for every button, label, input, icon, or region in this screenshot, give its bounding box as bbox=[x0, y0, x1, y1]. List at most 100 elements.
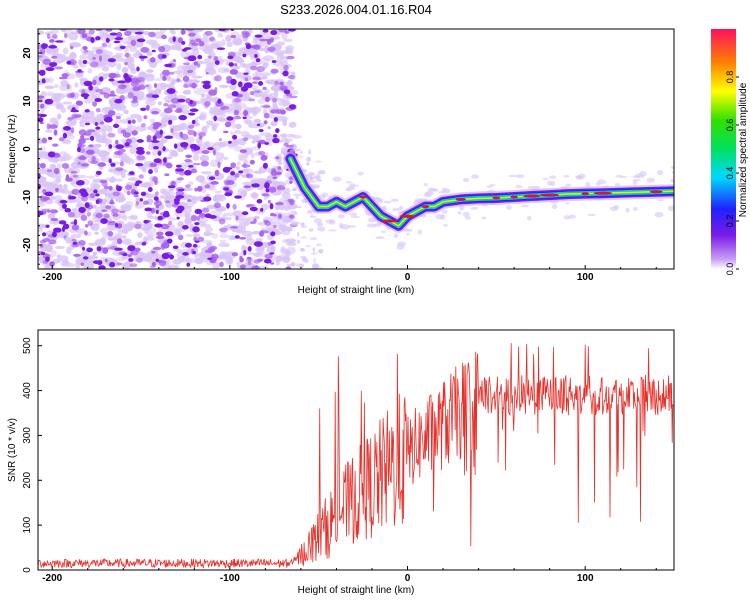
trace-peak bbox=[510, 195, 518, 199]
noise-blob bbox=[281, 87, 287, 91]
noise-blob bbox=[299, 248, 305, 252]
noise-blob bbox=[151, 150, 159, 156]
noise-blob bbox=[235, 123, 242, 130]
noise-blob bbox=[116, 256, 126, 262]
noise-blob bbox=[115, 167, 124, 172]
noise-blob bbox=[240, 86, 249, 92]
noise-blob bbox=[38, 95, 45, 99]
noise-blob bbox=[38, 226, 44, 233]
noise-blob bbox=[200, 93, 206, 98]
noise-blob bbox=[119, 29, 128, 32]
noise-blob bbox=[137, 232, 143, 239]
noise-blob bbox=[272, 176, 278, 180]
y-tick-label: -10 bbox=[22, 189, 33, 204]
noise-blob bbox=[80, 262, 85, 266]
noise-blob bbox=[127, 245, 136, 252]
noise-blob bbox=[256, 123, 261, 127]
noise-blob bbox=[148, 31, 156, 38]
noise-blob bbox=[62, 132, 68, 139]
noise-blob bbox=[95, 107, 101, 113]
noise-blob bbox=[290, 71, 296, 77]
noise-blob bbox=[185, 154, 193, 158]
trace-halo-blob bbox=[313, 218, 322, 224]
noise-blob bbox=[270, 240, 276, 245]
noise-blob bbox=[48, 239, 57, 245]
trace-halo-blob bbox=[508, 174, 517, 178]
noise-blob bbox=[248, 98, 256, 102]
noise-blob bbox=[282, 218, 291, 222]
noise-blob bbox=[151, 250, 156, 254]
noise-blob bbox=[108, 185, 113, 191]
noise-blob bbox=[164, 194, 176, 200]
noise-blob bbox=[58, 137, 65, 142]
noise-blob bbox=[253, 37, 259, 44]
noise-blob bbox=[88, 29, 95, 35]
noise-blob bbox=[124, 142, 130, 147]
noise-blob bbox=[179, 131, 184, 138]
noise-blob bbox=[186, 258, 198, 264]
noise-blob bbox=[218, 84, 230, 88]
noise-blob bbox=[70, 109, 80, 113]
noise-blob bbox=[98, 265, 106, 269]
noise-blob bbox=[157, 215, 163, 221]
noise-blob bbox=[182, 251, 189, 256]
noise-blob bbox=[137, 84, 146, 90]
noise-blob bbox=[70, 127, 75, 133]
noise-blob bbox=[122, 205, 129, 212]
noise-blob bbox=[222, 105, 230, 110]
noise-blob bbox=[224, 121, 232, 128]
noise-blob bbox=[258, 265, 270, 269]
spectrogram-noise-region bbox=[38, 29, 326, 269]
noise-blob bbox=[281, 49, 293, 54]
noise-blob bbox=[40, 251, 46, 256]
noise-blob bbox=[46, 169, 53, 173]
noise-blob bbox=[156, 231, 164, 237]
noise-blob bbox=[274, 80, 279, 86]
noise-blob bbox=[300, 236, 307, 239]
noise-blob bbox=[219, 227, 228, 232]
trace-halo-blob bbox=[633, 179, 641, 182]
noise-blob bbox=[234, 235, 240, 239]
noise-blob bbox=[250, 60, 257, 68]
noise-blob bbox=[218, 218, 226, 225]
noise-blob bbox=[231, 252, 239, 257]
noise-blob bbox=[39, 243, 44, 248]
noise-blob bbox=[300, 150, 303, 154]
trace-halo-blob bbox=[489, 184, 496, 187]
noise-blob bbox=[251, 230, 261, 235]
noise-blob bbox=[90, 181, 99, 190]
noise-blob bbox=[159, 195, 165, 199]
noise-blob bbox=[235, 166, 240, 170]
noise-blob bbox=[247, 246, 252, 252]
noise-blob bbox=[95, 36, 101, 41]
noise-blob bbox=[58, 183, 63, 192]
noise-blob bbox=[241, 63, 253, 69]
noise-blob bbox=[79, 54, 88, 60]
noise-blob bbox=[133, 194, 139, 198]
noise-blob bbox=[48, 124, 58, 129]
noise-blob bbox=[152, 135, 157, 142]
noise-blob bbox=[71, 224, 80, 231]
chart-title: S233.2026.004.01.16.R04 bbox=[280, 2, 432, 17]
noise-blob bbox=[264, 142, 270, 145]
noise-blob bbox=[264, 133, 274, 141]
noise-blob bbox=[40, 208, 48, 212]
noise-blob bbox=[161, 188, 171, 197]
noise-blob bbox=[191, 82, 197, 89]
noise-blob bbox=[119, 210, 126, 214]
noise-blob bbox=[122, 132, 131, 138]
noise-blob bbox=[286, 242, 297, 246]
noise-blob bbox=[177, 123, 189, 130]
noise-blob bbox=[226, 174, 238, 182]
noise-blob bbox=[158, 45, 166, 53]
trace-halo-blob bbox=[375, 236, 385, 240]
noise-blob bbox=[61, 139, 71, 143]
noise-blob bbox=[225, 180, 235, 185]
noise-blob bbox=[201, 150, 210, 155]
noise-blob bbox=[199, 196, 205, 200]
noise-blob bbox=[161, 34, 167, 40]
noise-blob bbox=[273, 117, 278, 122]
noise-blob bbox=[108, 144, 113, 149]
noise-blob bbox=[192, 233, 201, 238]
